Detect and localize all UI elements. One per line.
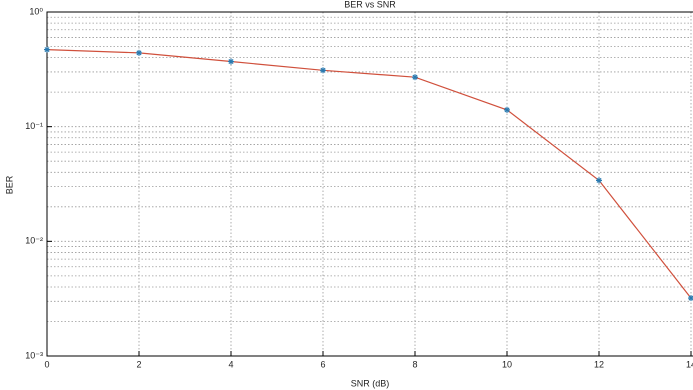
x-tick-label: 8 <box>412 359 417 369</box>
marker-stroke <box>412 74 418 80</box>
marker-stroke <box>44 47 50 53</box>
y-axis-label: BER <box>4 175 14 194</box>
data-line <box>46 48 692 299</box>
x-axis-label: SNR (dB) <box>351 378 390 388</box>
data-point <box>596 177 602 184</box>
chart-title: BER vs SNR <box>344 0 396 9</box>
marker-stroke <box>228 58 234 65</box>
data-point <box>228 58 234 65</box>
plot-area <box>47 12 691 356</box>
marker-stroke <box>504 107 510 113</box>
data-point <box>504 106 510 113</box>
marker-stroke <box>320 67 326 73</box>
y-tick-label: 10⁰ <box>29 6 43 16</box>
data-point <box>320 67 326 74</box>
y-tick-label: 10⁻¹ <box>25 121 43 131</box>
x-tick-label: 12 <box>594 359 604 369</box>
y-tick-label: 10⁻³ <box>25 350 43 360</box>
x-tick-label: 2 <box>136 359 141 369</box>
data-point <box>44 46 50 53</box>
y-tick-label: 10⁻² <box>25 236 43 246</box>
marker-stroke <box>596 177 602 183</box>
x-tick-label: 0 <box>44 359 49 369</box>
data-point <box>412 74 418 81</box>
data-point <box>136 49 142 56</box>
marker-stroke <box>136 50 142 56</box>
axes-box <box>46 11 693 357</box>
x-tick-label: 4 <box>228 359 233 369</box>
data-point <box>688 295 693 302</box>
marker-stroke <box>688 295 693 301</box>
x-tick-label: 14 <box>686 359 693 369</box>
x-tick-label: 10 <box>502 359 512 369</box>
x-tick-label: 6 <box>320 359 325 369</box>
